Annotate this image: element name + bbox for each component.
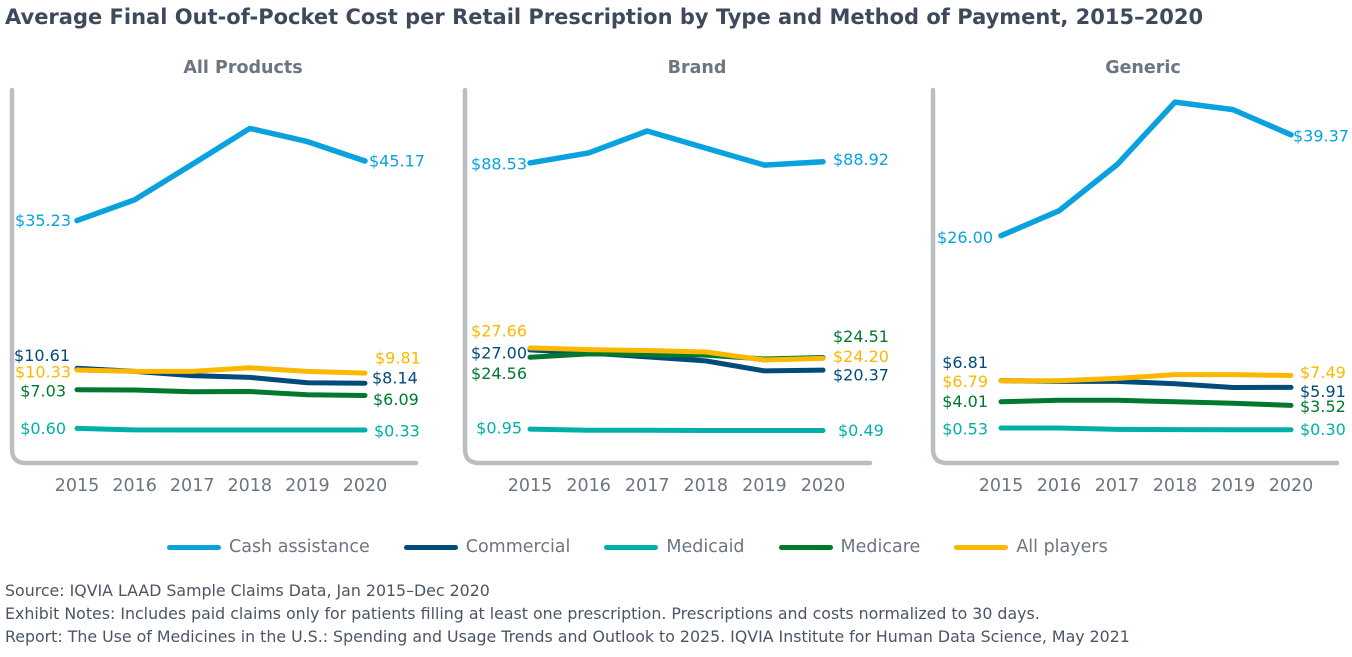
data-label-start-cash-assistance: $26.00: [937, 228, 993, 247]
data-label-start-cash-assistance: $88.53: [471, 154, 527, 173]
line-medicare: [74, 387, 368, 398]
panel-frame: [462, 87, 873, 466]
data-label-start-medicare: $24.56: [471, 364, 527, 383]
data-label-end-all-players: $7.49: [1300, 363, 1346, 382]
x-tick-label: 2018: [684, 476, 729, 496]
data-label-end-cash-assistance: $39.37: [1293, 126, 1349, 145]
chart-area: All Products 2015 2016 2017 2018 2019 2020 $35.…: [9, 58, 1349, 496]
legend-label: Cash assistance: [229, 537, 370, 557]
x-tick-label: 2019: [742, 476, 787, 496]
x-tick-label: 2015: [979, 476, 1024, 496]
x-tick-label: 2018: [1153, 476, 1198, 496]
line-cash-assistance: [998, 99, 1294, 239]
data-label-start-medicare: $7.03: [20, 381, 66, 400]
data-label-end-medicaid: $0.30: [1300, 420, 1346, 439]
source-note: Source: IQVIA LAAD Sample Claims Data, J…: [5, 581, 490, 600]
legend-item-medicaid: Medicaid: [604, 537, 745, 557]
data-label-start-medicaid: $0.60: [20, 419, 66, 438]
line-cash-assistance: [74, 125, 368, 224]
legend-label: Medicaid: [666, 537, 745, 557]
data-label-end-medicaid: $0.33: [374, 422, 420, 441]
x-tick-label: 2017: [170, 476, 215, 496]
x-tick-label: 2019: [1211, 476, 1256, 496]
data-label-start-all-players: $10.33: [15, 363, 71, 382]
data-label-end-medicare: $3.52: [1300, 397, 1346, 416]
legend: Cash assistance Commercial Medicaid Medi…: [167, 533, 1108, 561]
data-label-end-commercial: $5.91: [1300, 382, 1346, 401]
x-tick-label: 2015: [508, 476, 553, 496]
data-label-start-medicare: $4.01: [942, 392, 988, 411]
data-label-end-commercial: $8.14: [372, 369, 418, 388]
data-label-end-medicaid: $0.49: [838, 421, 884, 440]
legend-label: All players: [1016, 537, 1108, 557]
x-tick-label: 2016: [112, 476, 157, 496]
x-tick-label: 2016: [566, 476, 611, 496]
line-medicaid: [527, 426, 826, 433]
data-label-start-commercial: $6.81: [942, 353, 988, 372]
data-label-end-cash-assistance: $45.17: [369, 151, 425, 170]
legend-swatch: [778, 544, 833, 550]
data-label-start-all-players: $6.79: [942, 372, 988, 391]
legend-item-medicare: Medicare: [778, 537, 921, 557]
line-medicaid: [998, 425, 1294, 433]
legend-item-commercial: Commercial: [403, 537, 571, 557]
x-tick-label: 2020: [343, 476, 388, 496]
line-all-players: [74, 365, 368, 376]
line-all-players: [998, 372, 1294, 384]
x-tick-label: 2020: [801, 476, 846, 496]
data-label-start-medicaid: $0.95: [476, 419, 522, 438]
legend-label: Commercial: [465, 537, 571, 557]
legend-item-all-players: All players: [954, 537, 1108, 557]
data-label-end-cash-assistance: $88.92: [833, 150, 889, 169]
data-label-start-all-players: $27.66: [471, 321, 527, 340]
x-tick-label: 2018: [228, 476, 273, 496]
panel-frame: [9, 87, 419, 466]
legend-swatch: [167, 544, 221, 550]
data-label-end-medicare: $24.51: [833, 327, 889, 346]
legend-swatch: [954, 544, 1009, 550]
x-tick-label: 2017: [1095, 476, 1140, 496]
chart-title: Average Final Out-of-Pocket Cost per Ret…: [5, 5, 1204, 29]
data-label-end-all-players: $9.81: [375, 349, 421, 368]
data-label-end-medicare: $6.09: [373, 390, 419, 409]
x-tick-label: 2017: [625, 476, 670, 496]
line-medicaid: [74, 425, 368, 433]
x-tick-label: 2019: [285, 476, 330, 496]
data-label-start-cash-assistance: $35.23: [15, 211, 71, 230]
report-citation: Report: The Use of Medicines in the U.S.…: [5, 627, 1130, 646]
footer-notes: Source: IQVIA LAAD Sample Claims Data, J…: [5, 579, 1130, 648]
x-tick-label: 2016: [1037, 476, 1082, 496]
legend-label: Medicare: [840, 537, 921, 557]
panel-title: All Products: [183, 58, 302, 78]
legend-swatch: [403, 544, 458, 550]
data-label-start-commercial: $10.61: [14, 346, 70, 365]
x-tick-label: 2020: [1269, 476, 1314, 496]
panel-title: Generic: [1105, 58, 1181, 78]
exhibit-notes: Exhibit Notes: Includes paid claims only…: [5, 604, 1040, 623]
legend-item-cash-assistance: Cash assistance: [167, 537, 370, 557]
panel-title: Brand: [668, 58, 727, 78]
line-medicare: [998, 397, 1294, 408]
data-label-start-medicaid: $0.53: [942, 419, 988, 438]
line-cash-assistance: [527, 128, 826, 168]
data-label-end-commercial: $20.37: [833, 366, 889, 385]
data-label-start-commercial: $27.00: [471, 343, 527, 362]
line-all-players: [527, 345, 826, 363]
data-label-end-all-players: $24.20: [833, 347, 889, 366]
x-tick-label: 2015: [55, 476, 100, 496]
legend-swatch: [604, 544, 659, 550]
panel-frame: [930, 87, 1340, 466]
